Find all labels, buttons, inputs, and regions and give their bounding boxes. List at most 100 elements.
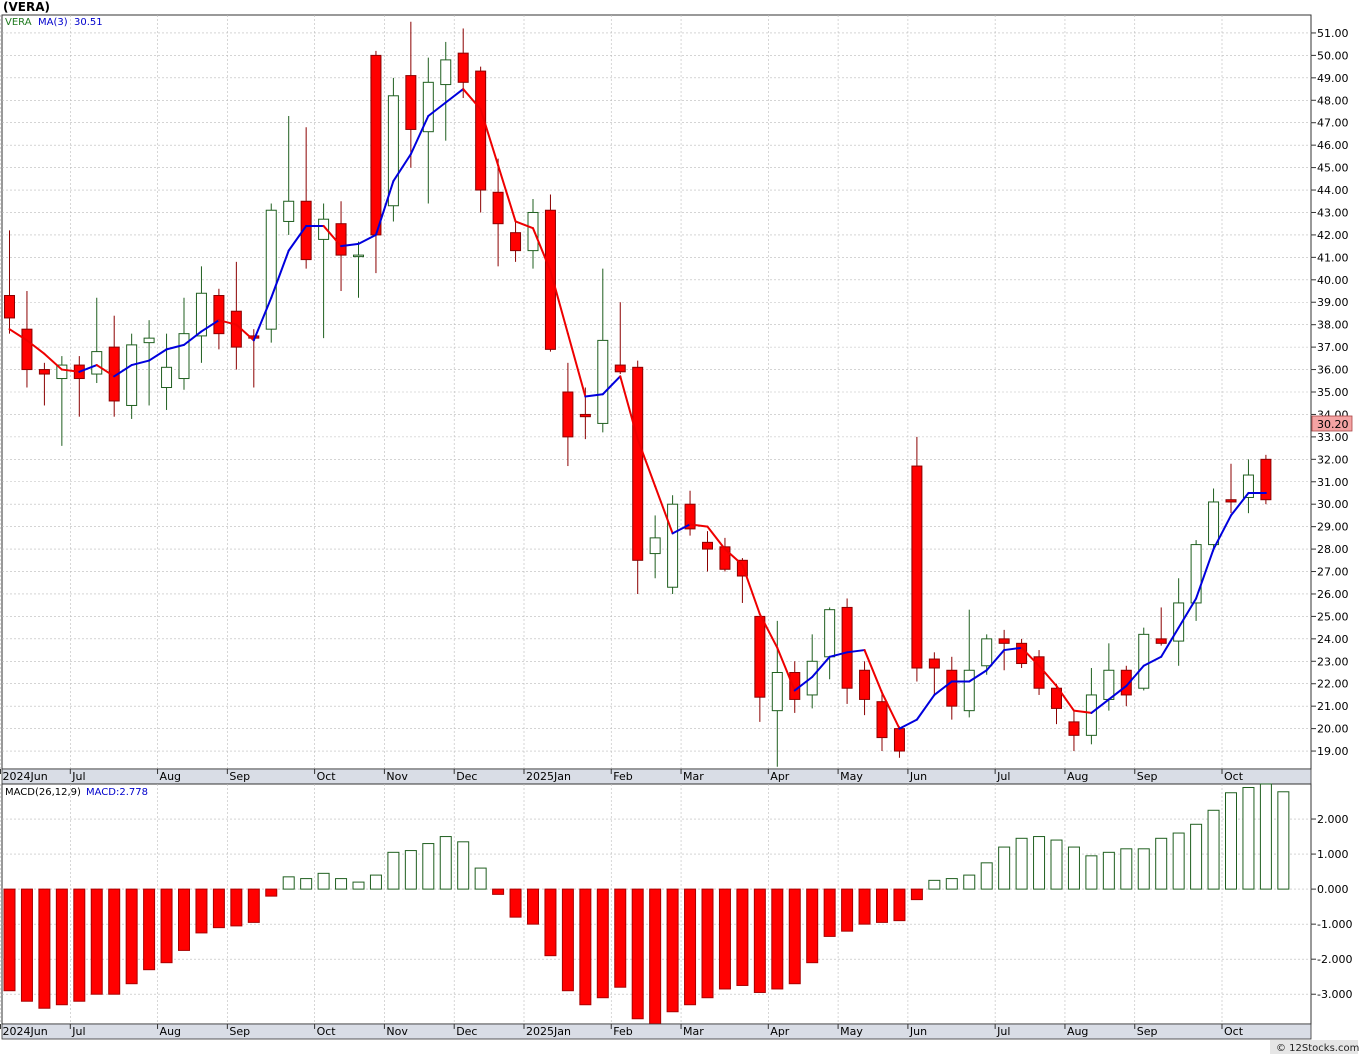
date-label: Sep — [229, 770, 250, 783]
macd-date-labels: 2024Jun Jul Aug Sep Oct Nov Dec 2025Jan Feb Mar Ap… — [0, 1024, 1244, 1038]
candle — [911, 436, 923, 682]
date-label: Feb — [613, 770, 632, 783]
macd-bar — [614, 888, 627, 988]
date-label: 2024Jun — [3, 770, 48, 783]
candle — [684, 490, 696, 536]
macd-bar — [893, 888, 906, 922]
macd-bar — [1277, 791, 1290, 890]
candle-body — [387, 95, 399, 207]
candle-body — [859, 669, 871, 700]
candle-body — [1190, 544, 1202, 604]
candle — [283, 115, 295, 235]
ma-segment — [43, 352, 63, 371]
candle — [1138, 627, 1150, 691]
macd-tick-label: 0.000 — [1317, 883, 1349, 896]
candle — [562, 362, 574, 467]
date-label: 2025Jan — [526, 1025, 571, 1038]
macd-bar — [544, 888, 557, 957]
ma-segment — [479, 108, 500, 167]
ma-segment — [793, 675, 814, 692]
candle-body — [1260, 458, 1272, 501]
ma-segment — [95, 364, 116, 378]
candle-body — [1068, 721, 1080, 736]
ma-segment — [776, 646, 796, 692]
macd-bar — [736, 888, 749, 986]
ma-segment — [584, 393, 604, 398]
candle-body — [405, 75, 417, 130]
moving-average-line — [8, 88, 1267, 730]
price-grid — [0, 15, 1311, 769]
macd-bar — [509, 888, 522, 918]
candle — [702, 531, 713, 572]
candle-body — [126, 344, 138, 406]
price-tick-label: 41.00 — [1317, 251, 1349, 264]
ma-segment — [828, 651, 849, 658]
macd-grid — [0, 784, 1311, 1024]
ma-segment — [1003, 646, 1023, 652]
candle-body — [492, 191, 504, 225]
ma-segment — [462, 88, 482, 111]
macd-tick-label: 2.000 — [1317, 813, 1349, 826]
ma-segment — [1160, 626, 1180, 658]
ma-segment — [25, 339, 46, 355]
candle-body — [649, 537, 661, 555]
candle-body — [736, 559, 748, 577]
macd-bar — [3, 888, 16, 992]
ma-segment — [1125, 664, 1145, 687]
date-label: Dec — [456, 770, 477, 783]
candle — [1173, 578, 1185, 666]
macd-tick-label: -3.000 — [1317, 988, 1352, 1001]
candle — [1085, 668, 1097, 745]
macd-bar — [73, 888, 86, 1002]
candle — [667, 495, 679, 594]
ma-segment — [689, 523, 709, 528]
date-label: Apr — [770, 770, 790, 783]
candle — [981, 634, 993, 675]
price-tick-label: 45.00 — [1317, 162, 1349, 175]
ma-segment — [374, 180, 395, 236]
candle-body — [195, 292, 207, 337]
ma-segment — [357, 233, 377, 245]
macd-bar — [718, 888, 731, 990]
macd-bar — [1102, 851, 1115, 890]
macd-bar — [212, 888, 225, 929]
candle-body — [91, 351, 103, 375]
macd-legend-label: MACD(26,12,9) — [5, 787, 81, 798]
candle — [213, 288, 225, 350]
candle — [1051, 683, 1062, 725]
price-tick-label: 44.00 — [1317, 184, 1349, 197]
ma-segment — [549, 269, 569, 335]
date-label: May — [840, 1025, 863, 1038]
macd-tick-label: -1.000 — [1317, 918, 1352, 931]
price-tick-label: 51.00 — [1317, 27, 1349, 40]
price-tick-label: 28.00 — [1317, 543, 1349, 556]
ma-segment — [758, 613, 779, 649]
ma-segment — [252, 296, 273, 342]
price-date-axis — [1, 768, 1312, 785]
ma-segment — [1038, 664, 1058, 687]
ma-segment — [409, 114, 430, 156]
candle-body — [178, 333, 190, 380]
candle — [492, 158, 504, 267]
candle-body — [1155, 638, 1167, 644]
date-label: Nov — [386, 770, 408, 783]
candle-body — [143, 337, 155, 344]
macd-bar — [806, 888, 819, 964]
candle-body — [335, 223, 347, 256]
macd-bar — [980, 862, 993, 890]
ma-segment — [898, 718, 918, 730]
ma-segment — [619, 375, 639, 441]
candle — [597, 268, 609, 433]
candle-body — [841, 606, 853, 689]
macd-bar — [457, 841, 470, 890]
ma-segment — [1142, 655, 1163, 667]
macd-y-axis: -3.000 -2.000 -1.000 0.000 1.000 2.000 — [1311, 813, 1352, 1001]
chart-title: (VERA) — [3, 0, 50, 14]
candle — [265, 203, 277, 343]
candle-body — [771, 672, 783, 712]
price-tick-label: 39.00 — [1317, 296, 1349, 309]
macd-bar — [1050, 839, 1063, 890]
price-tick-label: 19.00 — [1317, 745, 1349, 758]
candle-body — [754, 615, 766, 698]
candle — [1225, 463, 1237, 514]
